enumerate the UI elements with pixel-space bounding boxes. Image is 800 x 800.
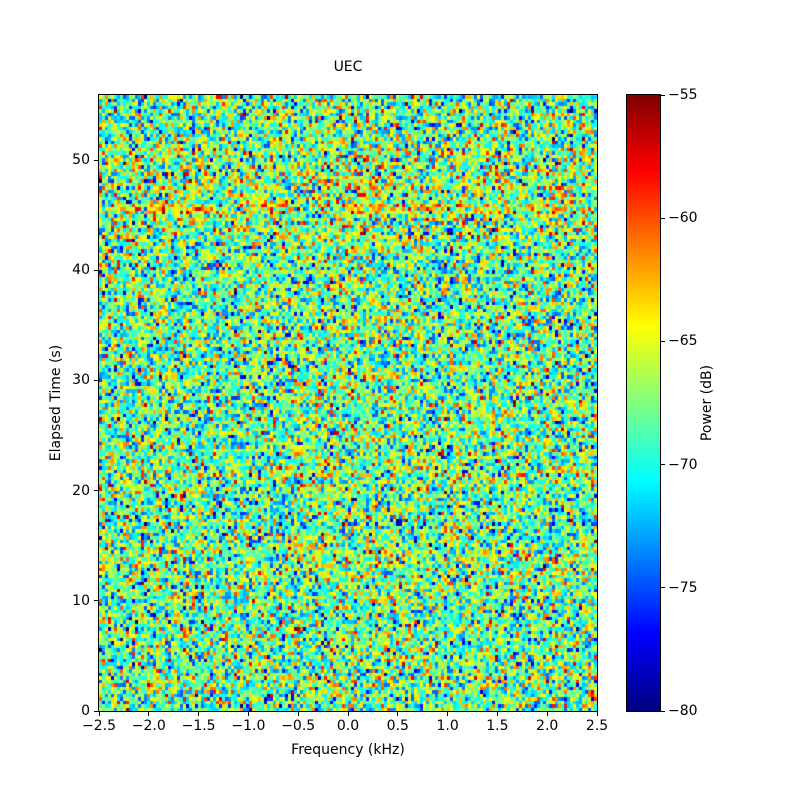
x-tick-mark [397, 712, 399, 716]
colorbar-tick-label: −80 [668, 703, 698, 719]
colorbar-tick-mark [661, 710, 665, 712]
y-tick-mark [94, 269, 98, 271]
y-tick-label: 10 [72, 592, 90, 609]
y-axis-label: Elapsed Time (s) [48, 344, 64, 462]
x-tick-label: −1.5 [181, 718, 216, 734]
colorbar-tick-label: −75 [668, 579, 698, 596]
colorbar-tick-mark [661, 217, 665, 219]
y-tick-label: 40 [72, 262, 90, 279]
colorbar-tick-mark [661, 587, 665, 589]
x-tick-label: 0.5 [386, 718, 409, 734]
y-tick-label: 30 [72, 372, 90, 389]
x-tick-label: 0.0 [336, 718, 360, 734]
colorbar-tick-mark [661, 464, 665, 466]
colorbar [626, 94, 661, 712]
x-tick-label: 1.0 [436, 718, 459, 734]
x-tick-label: −1.0 [231, 718, 266, 734]
colorbar-tick-label: −65 [668, 333, 698, 350]
colorbar-tick-label: −70 [668, 456, 698, 473]
x-tick-mark [148, 712, 150, 716]
colorbar-label: Power (dB) [699, 364, 715, 442]
x-tick-mark [496, 712, 498, 716]
x-tick-label: 1.5 [486, 718, 509, 734]
x-tick-label: −2.5 [82, 718, 116, 734]
x-tick-label: −2.0 [131, 718, 166, 734]
x-tick-mark [347, 712, 349, 716]
x-tick-mark [198, 712, 200, 716]
x-tick-mark [546, 712, 548, 716]
x-tick-mark [247, 712, 249, 716]
colorbar-tick-mark [661, 340, 665, 342]
x-tick-mark [98, 712, 100, 716]
x-tick-label: −0.5 [281, 718, 316, 734]
x-tick-label: 2.5 [585, 718, 609, 734]
y-tick-label: 20 [72, 482, 90, 499]
spectrogram-canvas [99, 95, 597, 711]
colorbar-tick-label: −55 [668, 87, 698, 103]
y-tick-label: 0 [81, 703, 90, 719]
y-tick-label: 50 [72, 152, 90, 169]
x-tick-mark [297, 712, 299, 716]
y-tick-mark [94, 159, 98, 161]
x-axis-label: Frequency (kHz) [291, 742, 405, 758]
x-tick-label: 2.0 [536, 718, 559, 734]
y-tick-mark [94, 490, 98, 492]
x-tick-mark [447, 712, 449, 716]
y-tick-mark [94, 710, 98, 712]
plot-area [98, 94, 598, 712]
y-tick-mark [94, 379, 98, 381]
colorbar-tick-mark [661, 94, 665, 96]
colorbar-tick-label: −60 [668, 210, 698, 227]
plot-title: UEC [333, 59, 363, 75]
x-tick-mark [596, 712, 598, 716]
y-tick-mark [94, 600, 98, 602]
